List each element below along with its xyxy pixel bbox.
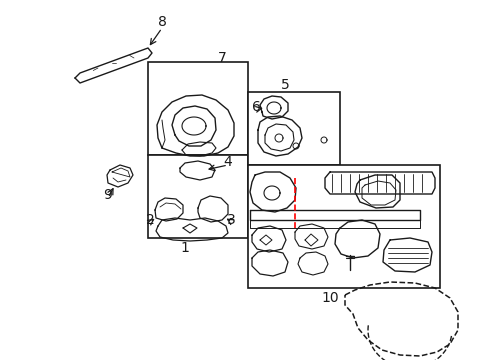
Text: 7: 7 [217,51,226,65]
Text: 2: 2 [145,213,154,227]
Text: 1: 1 [180,241,189,255]
Bar [148,155,247,238]
Text: 10: 10 [321,291,338,305]
Text: 3: 3 [226,213,235,227]
Text: 4: 4 [223,155,232,169]
Bar [247,165,439,288]
Text: 6: 6 [251,100,260,114]
Bar [148,62,247,155]
Text: 8: 8 [157,15,166,29]
Text: 5: 5 [280,78,289,92]
Text: 9: 9 [103,188,112,202]
Bar [247,92,339,165]
